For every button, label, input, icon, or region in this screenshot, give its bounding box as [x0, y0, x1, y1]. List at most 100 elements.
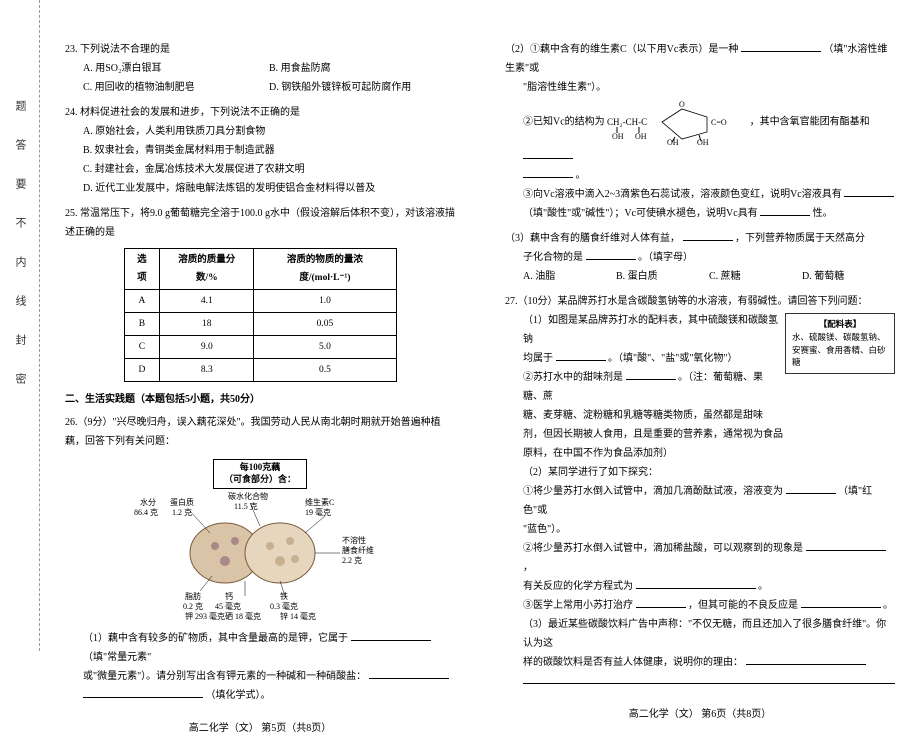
blank[interactable] — [801, 596, 881, 608]
blank[interactable] — [683, 229, 733, 241]
page-6: （2）①藕中含有的维生素C（以下用Vc表示）是一种 （填"水溶性维生素"或 "脂… — [480, 0, 920, 651]
margin-vertical-text: 题答要不内线封密 — [12, 100, 28, 412]
blank[interactable] — [351, 629, 431, 641]
q26-1c: 或"微量元素"）。请分别写出含有钾元素的一种碱和一种硝酸盐： — [83, 671, 366, 682]
q27-3e: ②将少量苏打水倒入试管中，滴加稀盐酸，可以观察到的现象是 — [523, 543, 803, 554]
blank[interactable] — [844, 185, 894, 197]
q23-opt-c: C. 用回收的植物油制肥皂 — [83, 78, 269, 97]
svg-text:CH₂-CH-C: CH₂-CH-C — [607, 117, 647, 127]
q27-3i: ③医学上常用小苏打治疗 — [523, 600, 633, 611]
svg-text:OH: OH — [667, 138, 679, 147]
cell: 5.0 — [254, 336, 396, 359]
svg-text:钙: 钙 — [225, 591, 233, 601]
blank[interactable] — [636, 577, 756, 589]
q27-2d: 剂，但因长期被人食用，且是重要的营养素，通常视为食品 — [505, 425, 895, 444]
svg-text:O: O — [679, 100, 685, 109]
blank[interactable] — [523, 166, 573, 178]
svg-text:膳食纤维: 膳食纤维 — [342, 545, 374, 555]
svg-text:蛋白质: 蛋白质 — [170, 497, 194, 507]
lotus-diagram-icon: 水分 86.4 克 蛋白质 1.2 克 碳水化合物 11.5 克 维生素C 19… — [130, 491, 390, 621]
q26-1a: （1）藕中含有较多的矿物质，其中含量最高的是钾，它属于 — [83, 633, 348, 644]
nutri-title-1: 每100克藕 — [240, 462, 281, 472]
q27-3j: ，但其可能的不良反应是 — [688, 600, 798, 611]
blank[interactable] — [760, 204, 810, 216]
binding-margin: 题答要不内线封密 — [0, 0, 40, 651]
page-5: 23. 下列说法不合理的是 A. 用SO₂漂白银耳 B. 用食盐防腐 C. 用回… — [40, 0, 480, 651]
svg-text:OH: OH — [697, 138, 709, 147]
lotus-figure: 每100克藕 （可食部分）含： 水分 86.4 克 蛋白 — [130, 459, 390, 620]
q27-4b: 样的碳酸饮料是否有益人体健康，说明你的理由： — [523, 657, 743, 668]
q25-stem: 25. 常温常压下，将9.0 g葡萄糖完全溶于100.0 g水中（假设溶解后体积… — [65, 204, 455, 242]
q27-3a: （2）某同学进行了如下探究： — [505, 463, 895, 482]
cell: 9.0 — [160, 336, 254, 359]
q27-3h: 。 — [758, 581, 768, 592]
svg-text:11.5 克: 11.5 克 — [234, 502, 258, 511]
blank[interactable] — [636, 596, 686, 608]
blank[interactable] — [786, 482, 836, 494]
q26-3-opt-a: A. 油脂 — [523, 267, 616, 286]
question-27: 27.（10分）某品牌苏打水是含碳酸氢钠等的水溶液，有弱碱性。请回答下列问题： … — [505, 292, 895, 691]
svg-text:不溶性: 不溶性 — [342, 535, 366, 545]
q27-1c: 。（填"酸"、"盐"或"氧化物"） — [608, 353, 738, 364]
cell: 4.1 — [160, 290, 254, 313]
q27-2e: 原料，在中国不作为食品添加剂） — [505, 444, 895, 463]
svg-text:铁: 铁 — [280, 591, 288, 601]
cell: 18 — [160, 313, 254, 336]
blank[interactable] — [523, 147, 573, 159]
svg-text:19 毫克: 19 毫克 — [305, 507, 331, 517]
q26-3-opt-b: B. 蛋白质 — [616, 267, 709, 286]
q26-2d: ②已知Vc的结构为 — [523, 116, 605, 127]
page-6-footer: 高二化学（文） 第6页（共8页） — [505, 705, 895, 724]
cell: D — [124, 359, 160, 382]
cell: 0.5 — [254, 359, 396, 382]
page-5-footer: 高二化学（文） 第5页（共8页） — [65, 719, 455, 738]
blank[interactable] — [626, 368, 676, 380]
q25-table: 选项 溶质的质量分数/% 溶质的物质的量浓度/(mol·L⁻¹) A4.11.0… — [124, 248, 397, 382]
q26-2i: 性。 — [813, 208, 833, 219]
q24-opt-b: B. 奴隶社会，青铜类金属材料用于制造武器 — [65, 141, 455, 160]
svg-text:2.2 克: 2.2 克 — [342, 556, 362, 565]
q24-opt-a: A. 原始社会，人类利用铁质刀具分割食物 — [65, 122, 455, 141]
q26-1b: （填"常量元素" — [83, 652, 151, 663]
vc-structure-icon: CH₂-CH-C OHOH O C=O OHOH — [607, 97, 747, 147]
svg-text:水分: 水分 — [140, 497, 156, 507]
blank[interactable] — [369, 667, 449, 679]
q25-th-2: 溶质的物质的量浓度/(mol·L⁻¹) — [254, 249, 396, 290]
q26-3d: 。（填字母） — [638, 252, 693, 263]
ingredient-title: 【配料表】 — [792, 318, 888, 331]
blank[interactable] — [746, 653, 866, 665]
q25-th-1: 溶质的质量分数/% — [160, 249, 254, 290]
q26-2h: （填"酸性"或"碱性"）；Vc可使碘水褪色，说明Vc具有 — [523, 208, 758, 219]
svg-text:45 毫克: 45 毫克 — [215, 601, 241, 611]
q26-3c: 子化合物的是 — [523, 252, 583, 263]
ingredient-body: 水、硫酸镁、碳酸氢钠、安赛蜜、食用香精、白砂糖 — [792, 331, 888, 369]
blank[interactable] — [83, 686, 203, 698]
cell: A — [124, 290, 160, 313]
q26-1d: （填化学式）。 — [206, 690, 271, 701]
q27-1b: 均属于 — [523, 353, 553, 364]
blank[interactable] — [586, 248, 636, 260]
q26-2e: ，其中含氧官能团有酯基和 — [750, 116, 870, 127]
svg-text:0.3 毫克: 0.3 毫克 — [270, 601, 298, 611]
q27-3k: 。 — [883, 600, 893, 611]
svg-text:86.4 克: 86.4 克 — [134, 508, 158, 517]
q27-3d: "蓝色"）。 — [505, 520, 895, 539]
blank[interactable] — [806, 539, 886, 551]
question-23: 23. 下列说法不合理的是 A. 用SO₂漂白银耳 B. 用食盐防腐 C. 用回… — [65, 40, 455, 97]
cell: 8.3 — [160, 359, 254, 382]
q26-2g: ③向Vc溶液中滴入2~3滴紫色石蕊试液，溶液颜色变红，说明Vc溶液具有 — [523, 189, 842, 200]
blank[interactable] — [741, 40, 821, 52]
q25-th-0: 选项 — [124, 249, 160, 290]
svg-text:脂肪: 脂肪 — [185, 591, 201, 601]
blank[interactable] — [556, 349, 606, 361]
blank[interactable] — [523, 672, 895, 684]
svg-text:钾 293 毫克: 钾 293 毫克 — [185, 611, 225, 621]
svg-text:维生素C: 维生素C — [305, 497, 334, 507]
ingredient-box: 【配料表】 水、硫酸镁、碳酸氢钠、安赛蜜、食用香精、白砂糖 — [785, 313, 895, 374]
q26-2f: 。 — [576, 170, 586, 181]
cell: 0.05 — [254, 313, 396, 336]
q26-3a: （3）藕中含有的膳食纤维对人体有益， — [505, 233, 680, 244]
q26-3-opt-c: C. 蔗糖 — [709, 267, 802, 286]
q26-stem: 26.（9分）"兴尽晚归舟，误入藕花深处"。我国劳动人民从南北朝时期就开始普遍种… — [65, 413, 455, 451]
nutri-title-2: （可食部分）含： — [224, 474, 296, 484]
